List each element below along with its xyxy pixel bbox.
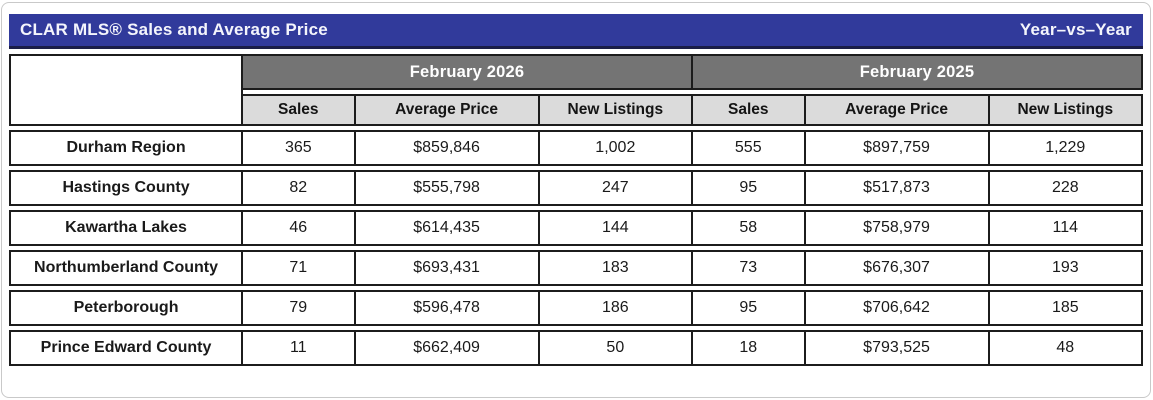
- average-price-2026-value: $555,798: [355, 170, 540, 206]
- sales-2026-value: 11: [243, 330, 356, 366]
- row-header-spacer-cell: [9, 54, 244, 126]
- region-label: Hastings County: [9, 170, 244, 206]
- region-label: Kawartha Lakes: [9, 210, 244, 246]
- sales-2026-value: 365: [243, 130, 356, 166]
- new-listings-2025-value: 1,229: [989, 130, 1143, 166]
- average-price-2026-value: $596,478: [355, 290, 540, 326]
- average-price-2026-value: $614,435: [355, 210, 540, 246]
- column-group-feb-2025: February 2025: [693, 54, 1143, 90]
- table-row-kawartha-lakes: Kawartha Lakes 46 $614,435 144 58 $758,9…: [9, 210, 1143, 246]
- table-row-peterborough: Peterborough 79 $596,478 186 95 $706,642…: [9, 290, 1143, 326]
- table-row-hastings-county: Hastings County 82 $555,798 247 95 $517,…: [9, 170, 1143, 206]
- year-vs-year-label: Year–vs–Year: [1019, 20, 1132, 39]
- sales-2025-value: 95: [693, 170, 806, 206]
- average-price-2026-value: $693,431: [355, 250, 540, 286]
- table-row-durham-region: Durham Region 365 $859,846 1,002 555 $89…: [9, 130, 1143, 166]
- column-header-average-price-2026: Average Price: [355, 94, 540, 126]
- column-header-new-listings-2025: New Listings: [989, 94, 1143, 126]
- average-price-2025-value: $706,642: [805, 290, 990, 326]
- sales-2026-value: 46: [243, 210, 356, 246]
- new-listings-2025-value: 185: [989, 290, 1143, 326]
- region-label: Durham Region: [9, 130, 244, 166]
- column-group-header-row: February 2026 February 2025: [9, 54, 1143, 126]
- table-row-northumberland-county: Northumberland County 71 $693,431 183 73…: [9, 250, 1143, 286]
- region-label: Peterborough: [9, 290, 244, 326]
- region-label: Prince Edward County: [9, 330, 244, 366]
- title-bar: CLAR MLS® Sales and Average Price Year–v…: [9, 14, 1143, 49]
- column-header-average-price-2025: Average Price: [805, 94, 990, 126]
- sales-2026-value: 79: [243, 290, 356, 326]
- new-listings-2025-value: 193: [989, 250, 1143, 286]
- average-price-2025-value: $793,525: [805, 330, 990, 366]
- average-price-2026-value: $662,409: [355, 330, 540, 366]
- table-row-prince-edward-county: Prince Edward County 11 $662,409 50 18 $…: [9, 330, 1143, 366]
- region-label: Northumberland County: [9, 250, 244, 286]
- new-listings-2026-value: 247: [539, 170, 694, 206]
- column-header-sales-2025: Sales: [693, 94, 806, 126]
- sales-2026-value: 82: [243, 170, 356, 206]
- new-listings-2025-value: 114: [989, 210, 1143, 246]
- column-header-row: Sales Average Price New Listings Sales A…: [9, 94, 1143, 126]
- new-listings-2026-value: 1,002: [539, 130, 694, 166]
- average-price-2025-value: $897,759: [805, 130, 990, 166]
- new-listings-2026-value: 50: [539, 330, 694, 366]
- sales-2025-value: 555: [693, 130, 806, 166]
- sales-table: February 2026 February 2025 Sales Averag…: [9, 50, 1143, 370]
- average-price-2026-value: $859,846: [355, 130, 540, 166]
- new-listings-2025-value: 48: [989, 330, 1143, 366]
- column-header-sales-2026: Sales: [243, 94, 356, 126]
- average-price-2025-value: $758,979: [805, 210, 990, 246]
- sales-2025-value: 73: [693, 250, 806, 286]
- new-listings-2026-value: 186: [539, 290, 694, 326]
- new-listings-2025-value: 228: [989, 170, 1143, 206]
- column-header-new-listings-2026: New Listings: [539, 94, 694, 126]
- sales-2025-value: 95: [693, 290, 806, 326]
- sales-2025-value: 58: [693, 210, 806, 246]
- new-listings-2026-value: 144: [539, 210, 694, 246]
- sales-2026-value: 71: [243, 250, 356, 286]
- sales-2025-value: 18: [693, 330, 806, 366]
- average-price-2025-value: $517,873: [805, 170, 990, 206]
- column-group-feb-2026: February 2026: [243, 54, 694, 90]
- report-title: CLAR MLS® Sales and Average Price: [20, 20, 328, 39]
- average-price-2025-value: $676,307: [805, 250, 990, 286]
- new-listings-2026-value: 183: [539, 250, 694, 286]
